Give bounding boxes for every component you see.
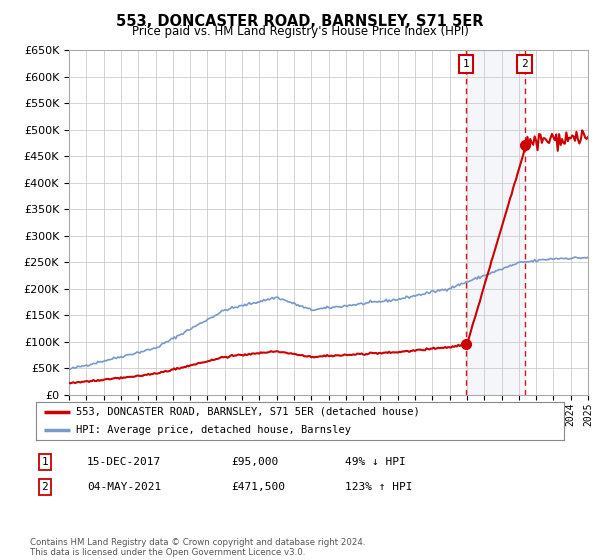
Text: 2: 2 (521, 59, 528, 69)
Text: 1: 1 (41, 457, 49, 467)
Text: 2: 2 (41, 482, 49, 492)
Text: £471,500: £471,500 (231, 482, 285, 492)
Text: 49% ↓ HPI: 49% ↓ HPI (345, 457, 406, 467)
Text: 553, DONCASTER ROAD, BARNSLEY, S71 5ER (detached house): 553, DONCASTER ROAD, BARNSLEY, S71 5ER (… (76, 407, 419, 417)
Text: 123% ↑ HPI: 123% ↑ HPI (345, 482, 413, 492)
Text: £95,000: £95,000 (231, 457, 278, 467)
Bar (466, 50, 524, 395)
Text: 553, DONCASTER ROAD, BARNSLEY, S71 5ER: 553, DONCASTER ROAD, BARNSLEY, S71 5ER (116, 14, 484, 29)
Text: 15-DEC-2017: 15-DEC-2017 (87, 457, 161, 467)
Text: 1: 1 (463, 59, 469, 69)
Text: 04-MAY-2021: 04-MAY-2021 (87, 482, 161, 492)
Text: Price paid vs. HM Land Registry's House Price Index (HPI): Price paid vs. HM Land Registry's House … (131, 25, 469, 38)
Text: Contains HM Land Registry data © Crown copyright and database right 2024.
This d: Contains HM Land Registry data © Crown c… (30, 538, 365, 557)
Text: HPI: Average price, detached house, Barnsley: HPI: Average price, detached house, Barn… (76, 425, 350, 435)
